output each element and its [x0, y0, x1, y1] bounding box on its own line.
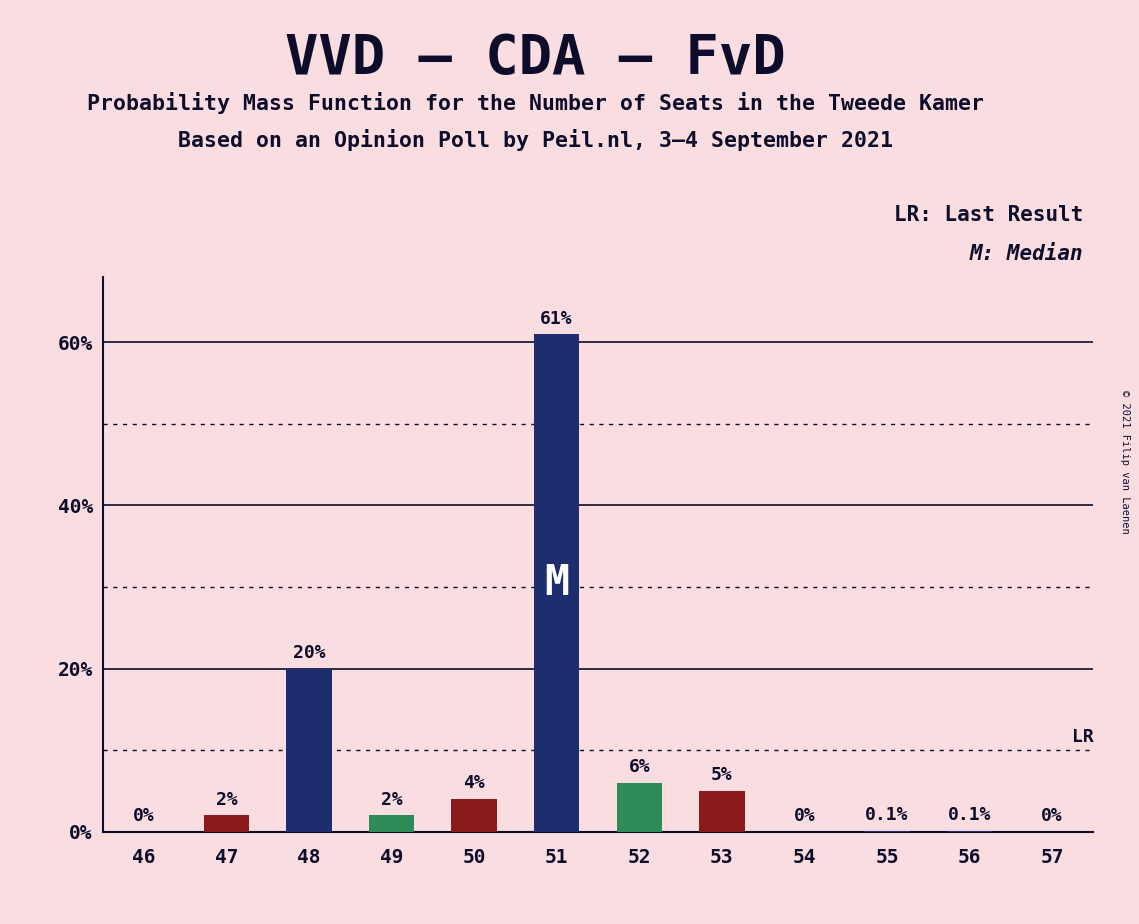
Text: 4%: 4%: [464, 774, 485, 793]
Text: 0%: 0%: [794, 807, 816, 825]
Text: 2%: 2%: [380, 791, 402, 808]
Bar: [616, 783, 662, 832]
Text: LR: Last Result: LR: Last Result: [894, 205, 1083, 225]
Text: M: Median: M: Median: [970, 244, 1083, 264]
Bar: [699, 791, 745, 832]
Text: 2%: 2%: [215, 791, 237, 808]
Text: Probability Mass Function for the Number of Seats in the Tweede Kamer: Probability Mass Function for the Number…: [87, 92, 984, 115]
Text: 0.1%: 0.1%: [866, 807, 909, 824]
Bar: [534, 334, 580, 832]
Bar: [369, 815, 415, 832]
Bar: [204, 815, 249, 832]
Text: 6%: 6%: [629, 759, 650, 776]
Text: VVD – CDA – FvD: VVD – CDA – FvD: [285, 32, 786, 85]
Text: 61%: 61%: [540, 310, 573, 328]
Text: 0%: 0%: [133, 807, 155, 825]
Text: 20%: 20%: [293, 644, 326, 662]
Text: LR: LR: [1072, 728, 1093, 746]
Text: 5%: 5%: [711, 766, 732, 784]
Text: M: M: [544, 562, 570, 604]
Bar: [286, 669, 331, 832]
Text: © 2021 Filip van Laenen: © 2021 Filip van Laenen: [1120, 390, 1130, 534]
Text: 0%: 0%: [1041, 807, 1063, 825]
Text: 0.1%: 0.1%: [948, 807, 991, 824]
Text: Based on an Opinion Poll by Peil.nl, 3–4 September 2021: Based on an Opinion Poll by Peil.nl, 3–4…: [178, 129, 893, 152]
Bar: [451, 799, 497, 832]
